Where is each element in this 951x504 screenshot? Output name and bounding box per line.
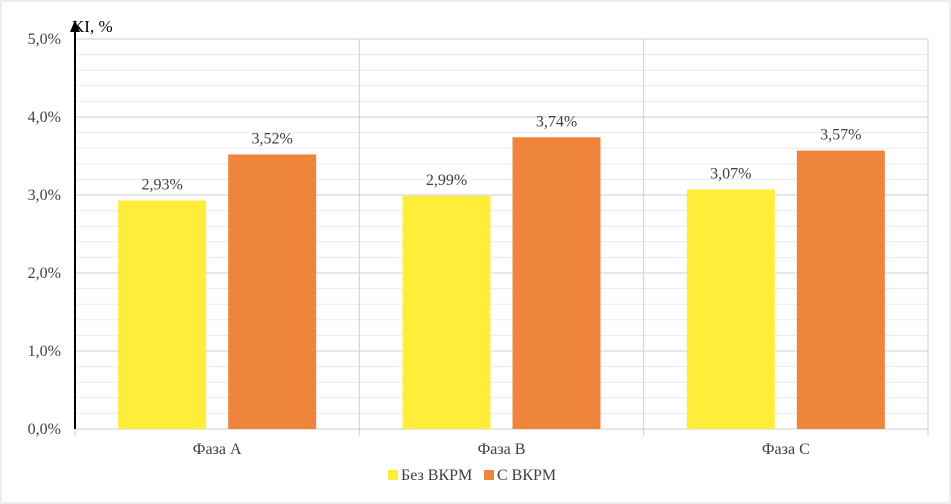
x-tick-label: Фаза C xyxy=(762,441,810,458)
y-tick-label: 4,0% xyxy=(28,109,61,126)
legend-label: Без ВКРМ xyxy=(401,467,472,484)
data-label: 3,52% xyxy=(252,130,293,147)
y-tick-label: 3,0% xyxy=(28,187,61,204)
y-tick-label: 5,0% xyxy=(28,31,61,48)
bar xyxy=(402,195,491,429)
bar xyxy=(512,137,601,429)
x-tick-label: Фаза A xyxy=(193,441,242,458)
y-axis-title: KI, % xyxy=(72,17,113,36)
x-tick-label: Фаза B xyxy=(478,441,526,458)
bars-layer xyxy=(118,137,885,430)
data-label: 3,57% xyxy=(820,127,861,144)
y-axis-arrow-icon xyxy=(70,20,80,32)
legend-swatch xyxy=(484,470,494,480)
grid-layer xyxy=(74,38,929,436)
y-tick-label: 1,0% xyxy=(28,343,61,360)
data-label: 2,93% xyxy=(142,176,183,193)
data-label: 3,07% xyxy=(710,166,751,183)
bar xyxy=(228,154,317,429)
legend-label: С ВКРМ xyxy=(497,467,556,484)
axis-layer: KI, % xyxy=(70,17,113,429)
data-label: 2,99% xyxy=(426,172,467,189)
y-tick-label: 2,0% xyxy=(28,265,61,282)
legend-swatch xyxy=(388,470,398,480)
bar xyxy=(118,200,207,429)
labels-layer: 0,0% 1,0% 2,0% 3,0% 4,0% 5,0% 2,93% 3,52% Фаза A… xyxy=(28,31,862,458)
bar xyxy=(796,150,885,430)
y-tick-label: 0,0% xyxy=(28,421,61,438)
legend: Без ВКРМ С ВКРМ xyxy=(388,467,556,484)
bar xyxy=(686,189,775,429)
data-label: 3,74% xyxy=(536,113,577,130)
